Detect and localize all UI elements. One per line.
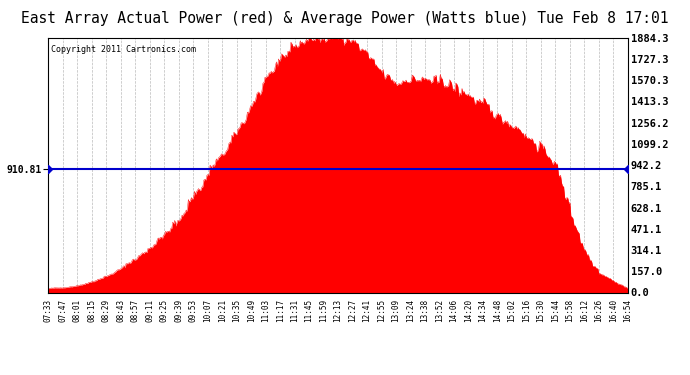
Text: East Array Actual Power (red) & Average Power (Watts blue) Tue Feb 8 17:01: East Array Actual Power (red) & Average … (21, 11, 669, 26)
Text: Copyright 2011 Cartronics.com: Copyright 2011 Cartronics.com (51, 45, 196, 54)
